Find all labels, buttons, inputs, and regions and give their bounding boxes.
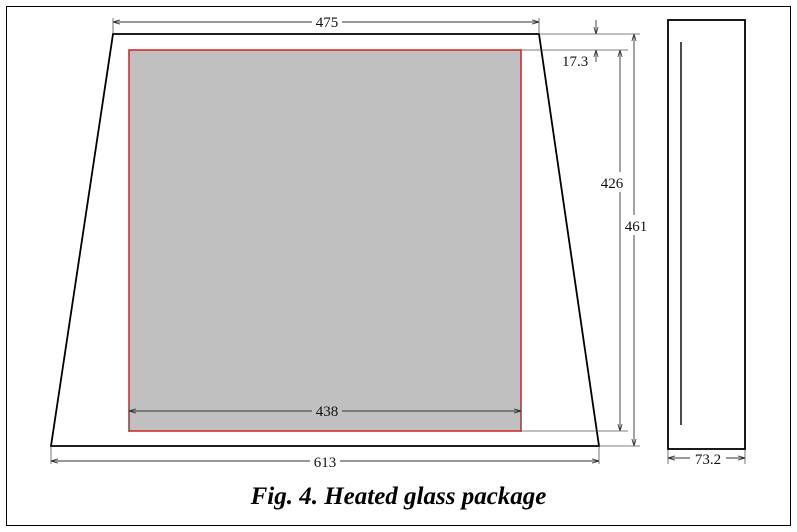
label-top-width: 475 [316,15,339,31]
label-bottom-width: 613 [314,455,337,471]
extension-lines [50,18,746,464]
label-inner-height: 426 [601,176,624,192]
label-thickness: 73.2 [695,452,721,468]
side-view-outline [667,19,746,450]
label-inner-width: 438 [316,404,339,420]
label-outer-height: 461 [625,219,648,235]
label-offset-top: 17.3 [562,54,588,70]
figure-caption: Fig. 4. Heated glass package [250,483,547,510]
heated-area [128,49,522,432]
